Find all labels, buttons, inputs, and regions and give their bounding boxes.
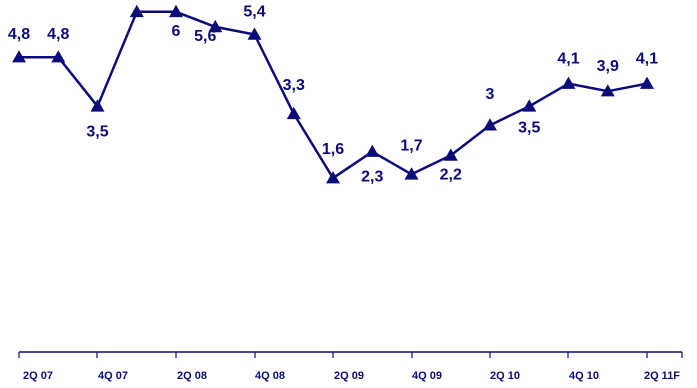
x-tick-label: 2Q 08 xyxy=(177,370,207,382)
x-tick-label: 4Q 10 xyxy=(569,370,599,382)
data-point-marker xyxy=(129,4,144,18)
data-point-marker xyxy=(12,50,26,63)
data-point-marker xyxy=(483,118,497,131)
data-point-marker xyxy=(326,171,340,184)
data-label: 4,8 xyxy=(47,26,69,43)
data-point-marker xyxy=(365,144,380,157)
data-label: 4,1 xyxy=(557,51,579,68)
data-label: 3,5 xyxy=(86,123,108,140)
data-point-marker xyxy=(522,99,537,112)
data-point-marker xyxy=(51,50,66,63)
data-label: 5,4 xyxy=(243,3,265,20)
data-label: 4,1 xyxy=(636,51,658,68)
data-label: 5,6 xyxy=(194,28,216,45)
data-label: 3,5 xyxy=(518,119,540,136)
x-tick-label: 4Q 09 xyxy=(412,370,442,382)
data-point-marker xyxy=(286,106,301,120)
data-point-marker xyxy=(443,148,458,161)
data-point-marker xyxy=(208,19,223,33)
data-label: 1,6 xyxy=(322,141,344,158)
x-tick-label: 2Q 10 xyxy=(490,370,520,382)
x-tick-label: 2Q 11F xyxy=(644,370,680,382)
data-point-marker xyxy=(404,167,419,180)
data-label: 2,3 xyxy=(361,169,383,186)
x-tick-label: 4Q 08 xyxy=(255,370,285,382)
data-point-marker xyxy=(640,76,654,89)
x-tick-label: 2Q 07 xyxy=(23,370,53,382)
data-label: 1,7 xyxy=(400,137,422,154)
data-point-marker xyxy=(247,27,262,40)
data-label: 2,2 xyxy=(440,166,462,183)
data-label: 3,9 xyxy=(597,58,619,75)
data-label: 3,3 xyxy=(283,77,305,94)
data-point-marker xyxy=(90,99,105,112)
data-point-marker xyxy=(169,4,183,18)
x-tick-label: 2Q 09 xyxy=(334,370,364,382)
data-label: 3 xyxy=(486,86,495,103)
data-point-marker xyxy=(561,76,576,89)
data-label: 6 xyxy=(172,23,181,40)
data-point-marker xyxy=(600,84,615,97)
data-label: 4,8 xyxy=(8,26,30,43)
x-tick-label: 4Q 07 xyxy=(98,370,128,382)
